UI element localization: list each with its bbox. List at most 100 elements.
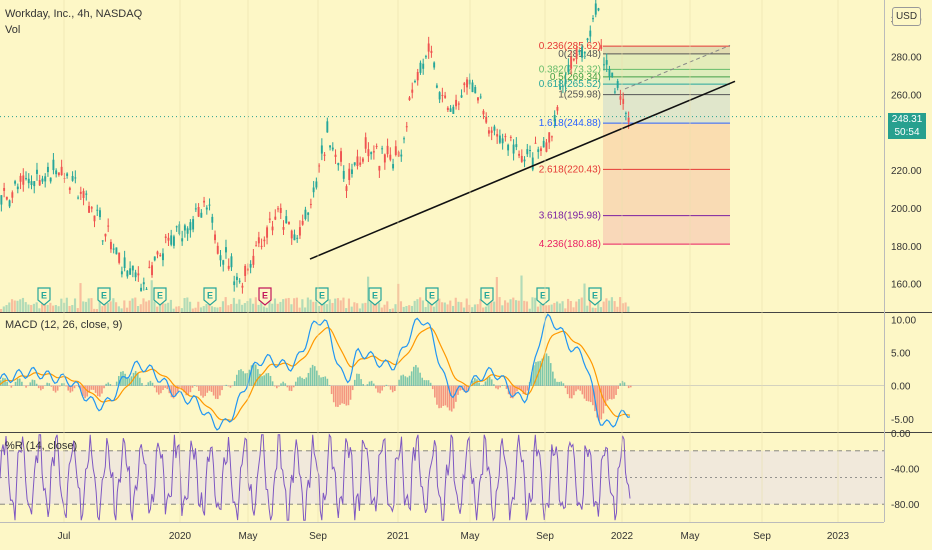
macd-histogram-bar bbox=[474, 378, 476, 386]
macd-histogram-bar bbox=[339, 385, 341, 405]
volume-bar bbox=[547, 305, 550, 312]
macd-histogram-bar bbox=[533, 365, 535, 386]
volume-bar bbox=[115, 302, 118, 312]
macd-histogram-bar bbox=[337, 385, 339, 407]
candle-body bbox=[482, 110, 485, 115]
macd-histogram-bar bbox=[61, 383, 63, 386]
volume-bar bbox=[399, 301, 403, 312]
volume-bar bbox=[208, 304, 211, 312]
volume-bar bbox=[462, 307, 466, 312]
candle-body bbox=[383, 154, 386, 163]
candle-body bbox=[564, 79, 567, 84]
candle-body bbox=[293, 234, 296, 241]
candle-body bbox=[137, 273, 140, 276]
fib-level-label: 0.618(265.52) bbox=[539, 79, 601, 90]
macd-histogram-bar bbox=[501, 385, 504, 386]
volume-bar bbox=[564, 308, 567, 312]
macd-histogram-bar bbox=[330, 385, 333, 395]
candle-body bbox=[11, 192, 14, 198]
candle-body bbox=[320, 145, 323, 154]
macd-histogram-bar bbox=[299, 376, 301, 386]
candle-body bbox=[290, 230, 293, 239]
candle-body bbox=[298, 227, 301, 236]
macd-histogram-bar bbox=[160, 385, 162, 394]
macd-histogram-bar bbox=[265, 373, 268, 386]
macd-histogram-bar bbox=[421, 377, 424, 386]
volume-bar bbox=[276, 303, 279, 312]
candle-body bbox=[608, 69, 611, 77]
macd-histogram-bar bbox=[375, 385, 377, 389]
macd-histogram-bar bbox=[50, 385, 53, 387]
macd-histogram-bar bbox=[589, 385, 592, 403]
candle-body bbox=[444, 95, 447, 98]
fib-level-label: 0.5(269.34) bbox=[550, 72, 601, 83]
volume-bar bbox=[484, 306, 487, 312]
candle-body bbox=[548, 132, 551, 143]
candle-body bbox=[419, 62, 422, 73]
earnings-marker-shape bbox=[480, 287, 494, 306]
volume-bar bbox=[24, 302, 27, 312]
fib-zone bbox=[603, 76, 730, 85]
volume-bar bbox=[361, 303, 364, 312]
candle-body bbox=[359, 162, 362, 165]
macd-histogram-bar bbox=[103, 385, 105, 389]
macd-histogram-bar bbox=[14, 381, 17, 386]
candle-body bbox=[192, 219, 195, 230]
macd-histogram-bar bbox=[547, 356, 550, 386]
macd-histogram-bar bbox=[562, 383, 565, 386]
macd-histogram-bar bbox=[227, 385, 230, 387]
candle-body bbox=[361, 158, 364, 162]
candle-body bbox=[227, 265, 230, 269]
time-tick-label: 2022 bbox=[611, 531, 634, 542]
currency-button[interactable]: USD bbox=[892, 7, 921, 26]
volume-bar bbox=[241, 304, 244, 312]
macd-histogram-bar bbox=[585, 385, 588, 401]
earnings-marker-shape bbox=[425, 287, 439, 306]
volume-bar bbox=[54, 305, 57, 312]
volume-bar bbox=[268, 301, 271, 312]
price-tick-label: 180.00 bbox=[891, 242, 922, 253]
earnings-marker-shape bbox=[536, 287, 550, 306]
volume-bar bbox=[150, 280, 153, 312]
macd-histogram-bar bbox=[579, 385, 582, 391]
candle-body bbox=[181, 238, 184, 242]
earnings-marker: E bbox=[588, 287, 602, 306]
volume-bar bbox=[52, 305, 55, 312]
macd-histogram-bar bbox=[58, 385, 61, 387]
volume-bar bbox=[610, 297, 613, 312]
candle-body bbox=[249, 263, 252, 268]
macd-histogram-bar bbox=[252, 362, 255, 386]
candle-body bbox=[589, 30, 592, 37]
earnings-marker-label: E bbox=[41, 291, 47, 301]
macd-histogram-bar bbox=[96, 385, 99, 397]
candle-body bbox=[120, 271, 123, 275]
volume-bar bbox=[608, 300, 611, 312]
macd-histogram-bar bbox=[54, 385, 57, 393]
earnings-marker-shape bbox=[368, 287, 382, 306]
volume-bar bbox=[506, 302, 509, 312]
macd-histogram-bar bbox=[349, 385, 352, 400]
volume-bar bbox=[493, 301, 496, 312]
macd-histogram-bar bbox=[99, 385, 101, 397]
macd-histogram-bar bbox=[419, 372, 421, 386]
macd-histogram-bar bbox=[408, 375, 411, 386]
macd-histogram-bar bbox=[471, 380, 474, 386]
volume-bar bbox=[372, 299, 375, 312]
volume-bar bbox=[232, 297, 235, 312]
volume-bar bbox=[287, 297, 290, 312]
macd-histogram-bar bbox=[391, 385, 394, 393]
volume-bar bbox=[10, 299, 14, 312]
candle-body bbox=[348, 168, 351, 181]
macd-histogram-bar bbox=[198, 385, 200, 392]
macd-histogram-bar bbox=[520, 385, 523, 392]
candle-body bbox=[41, 178, 44, 182]
volume-bar bbox=[60, 298, 63, 312]
candle-body bbox=[197, 207, 200, 217]
candle-body bbox=[74, 177, 77, 179]
candle-body bbox=[107, 225, 110, 227]
macd-histogram-bar bbox=[219, 385, 221, 396]
candle-body bbox=[8, 200, 11, 207]
macd-histogram-bar bbox=[446, 385, 449, 408]
volume-bar bbox=[383, 304, 386, 312]
